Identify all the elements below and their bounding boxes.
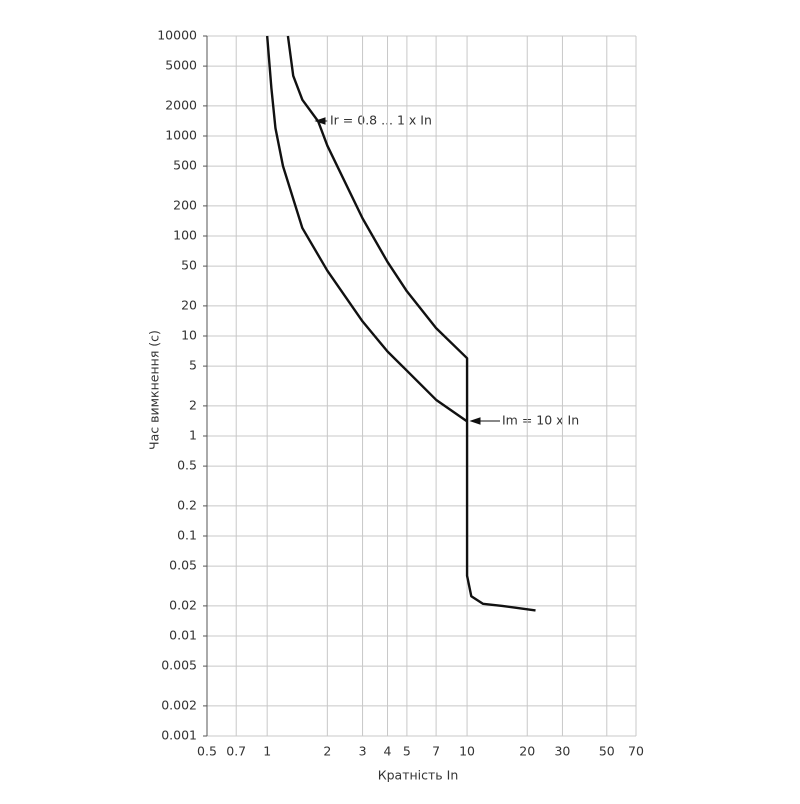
y-tick-label: 0.05	[169, 558, 197, 573]
plot: 100005000200010005002001005020105210.50.…	[157, 28, 644, 759]
x-tick-label: 2	[323, 744, 331, 759]
x-tick-label: 5	[403, 744, 411, 759]
y-tick-label: 100	[173, 228, 197, 243]
x-tick-label: 7	[432, 744, 440, 759]
y-tick-label: 0.002	[161, 697, 197, 712]
x-tick-label: 4	[384, 744, 392, 759]
y-tick-label: 0.5	[177, 458, 197, 473]
x-tick-label: 3	[359, 744, 367, 759]
curve	[286, 35, 536, 612]
y-tick-label: 2000	[165, 97, 197, 112]
y-tick-label: 10000	[157, 28, 197, 43]
x-tick-label: 0.7	[226, 744, 246, 759]
y-tick-label: 50	[181, 258, 197, 273]
y-tick-label: 0.005	[161, 658, 197, 673]
annotation: Im = 10 x In	[502, 413, 579, 428]
x-tick-label: 70	[628, 744, 644, 759]
y-tick-label: 500	[173, 158, 197, 173]
y-tick-label: 0.02	[169, 597, 197, 612]
y-tick-label: 1	[189, 428, 197, 443]
y-tick-label: 0.001	[161, 728, 197, 743]
x-tick-label: 50	[599, 744, 615, 759]
annotation: Ir = 0.8 ... 1 x In	[330, 113, 432, 128]
x-tick-label: 20	[519, 744, 535, 759]
y-tick-label: 10	[181, 328, 197, 343]
y-axis-label: Час вимкнення (с)	[147, 330, 162, 450]
y-tick-label: 20	[181, 297, 197, 312]
y-tick-label: 200	[173, 197, 197, 212]
x-tick-label: 30	[554, 744, 570, 759]
x-tick-label: 1	[263, 744, 271, 759]
annotation-arrows	[314, 117, 500, 425]
x-tick-label: 10	[459, 744, 475, 759]
y-tick-label: 0.01	[169, 628, 197, 643]
x-tick-label: 0.5	[197, 744, 217, 759]
curve	[265, 35, 468, 423]
y-tick-label: 5000	[165, 58, 197, 73]
y-tick-label: 2	[189, 397, 197, 412]
y-tick-label: 0.1	[177, 528, 197, 543]
x-axis-label: Кратність In	[378, 768, 459, 783]
y-tick-label: 5	[189, 358, 197, 373]
y-tick-label: 1000	[165, 128, 197, 143]
y-tick-label: 0.2	[177, 497, 197, 512]
